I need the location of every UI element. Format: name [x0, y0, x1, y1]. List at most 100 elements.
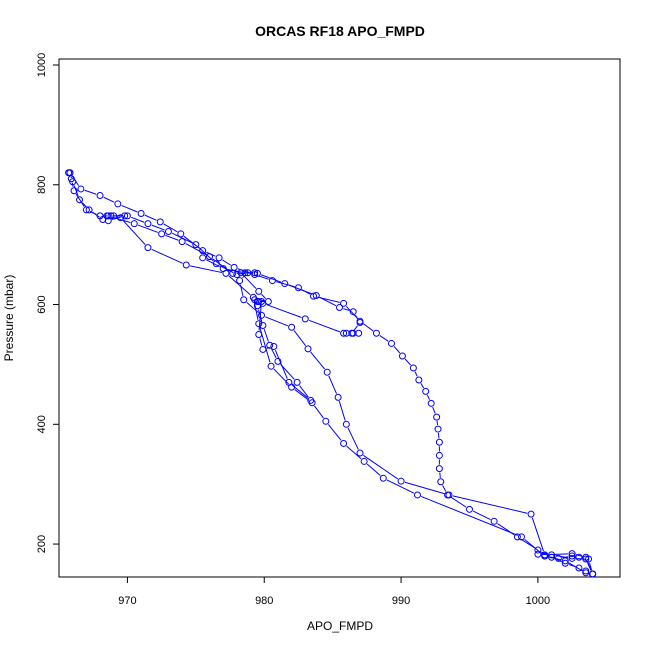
series-1-point-15 [236, 277, 244, 285]
series-3-point-10 [589, 570, 597, 578]
series-0-segment [151, 248, 183, 264]
y-tick-label-1: 400 [36, 415, 48, 433]
series-2-point-16 [372, 329, 380, 337]
series-2-segment [442, 485, 447, 492]
chart-title: ORCAS RF18 APO_FMPD [255, 23, 425, 39]
series-3 [534, 550, 597, 578]
series-1-segment [265, 316, 289, 327]
series-2-point-18 [398, 352, 406, 360]
series-2-point-30 [465, 505, 473, 513]
series-1-segment [452, 495, 528, 514]
series-2-point-22 [427, 399, 435, 407]
series-2-segment [414, 371, 418, 377]
series-1-point-9 [334, 393, 342, 401]
x-tick-label-2: 990 [392, 595, 410, 607]
series-6-segment [299, 385, 309, 398]
series-0-segment [190, 265, 223, 274]
series-4-segment [111, 216, 131, 224]
series-2-point-28 [437, 478, 445, 486]
series-5-point-3 [349, 308, 357, 316]
series-2-point-4 [137, 210, 145, 218]
series-0-segment [294, 389, 310, 401]
series-2-point-5 [156, 218, 164, 226]
series-6-point-6 [307, 396, 315, 404]
series-2-point-9 [230, 263, 238, 271]
series-2-point-36 [575, 564, 583, 572]
series-2-point-23 [433, 413, 441, 421]
x-tick-label-0: 970 [118, 595, 136, 607]
series-2-segment [258, 275, 269, 280]
series-1-point-10 [323, 368, 331, 376]
series-2-point-2 [96, 192, 104, 200]
y-axis-label: Pressure (mbar) [2, 275, 16, 362]
series-2-point-13 [310, 292, 318, 300]
series-1-segment [293, 330, 307, 346]
series-1-segment [347, 427, 359, 450]
series-6-segment [274, 349, 288, 379]
series-1-segment [71, 182, 74, 187]
series-2-point-29 [444, 491, 452, 499]
series-5-point-7 [253, 269, 261, 277]
series-0-point-23 [561, 557, 569, 565]
series-2-point-20 [415, 376, 423, 384]
series-2-segment [121, 204, 138, 213]
series-1-point-6 [397, 477, 405, 485]
series-5-segment [354, 314, 359, 320]
series-2-segment [404, 358, 412, 366]
series-0-point-19 [379, 474, 387, 482]
series-5-segment [260, 274, 282, 283]
series-4-segment [243, 275, 257, 289]
series-0-point-18 [360, 457, 368, 465]
series-1-point-24 [96, 212, 104, 220]
series-1 [65, 169, 597, 578]
series-5-segment [288, 284, 313, 295]
series-3-point-9 [582, 555, 590, 563]
series-1-segment [151, 224, 165, 231]
series-0-point-17 [340, 439, 348, 447]
series-4-point-6 [264, 298, 272, 306]
series-2-segment [362, 323, 374, 332]
series-2-point-26 [435, 451, 443, 459]
series-0-segment [314, 405, 324, 419]
series-4-segment [185, 243, 207, 256]
series-6-segment [257, 309, 263, 322]
series-2-point-33 [534, 546, 542, 554]
series-6-segment [291, 384, 308, 399]
plot-frame [58, 58, 621, 578]
series-0-segment [73, 185, 79, 197]
series-4-segment [212, 258, 230, 272]
x-tick-label-3: 1000 [526, 595, 550, 607]
series-6-point-7 [293, 378, 301, 386]
series-1-segment [531, 517, 544, 552]
series-3-point-6 [554, 554, 562, 562]
series-6-point-11 [253, 302, 261, 310]
series-2-segment [497, 523, 515, 536]
series-2-point-25 [435, 438, 443, 446]
series-5-segment [205, 259, 220, 268]
series-1-segment [328, 375, 337, 394]
series-6-point-5 [285, 378, 293, 386]
series-0-segment [81, 202, 87, 208]
series-1-segment [130, 216, 145, 223]
series-5-point-10 [199, 254, 207, 262]
series-4-point-15 [104, 212, 112, 220]
series-2-segment [420, 383, 425, 389]
series-1-point-7 [356, 449, 364, 457]
series-1-point-11 [304, 345, 312, 353]
series-2 [66, 169, 597, 578]
series-2-point-21 [422, 387, 430, 395]
series-5 [199, 254, 364, 337]
series-1-segment [246, 301, 259, 314]
series-4-point-2 [340, 329, 348, 337]
series-2-point-3 [114, 200, 122, 208]
series-1-segment [75, 193, 85, 207]
series-3-point-4 [534, 550, 542, 558]
series-0-point-12 [255, 320, 263, 328]
series-0-point-8 [144, 244, 152, 252]
y-tick-label-3: 800 [36, 176, 48, 194]
series-6-segment [263, 329, 269, 342]
series-5-point-4 [336, 304, 343, 312]
series-1-point-14 [240, 296, 248, 304]
series-5-point-9 [219, 265, 227, 273]
series-2-segment [472, 510, 491, 521]
